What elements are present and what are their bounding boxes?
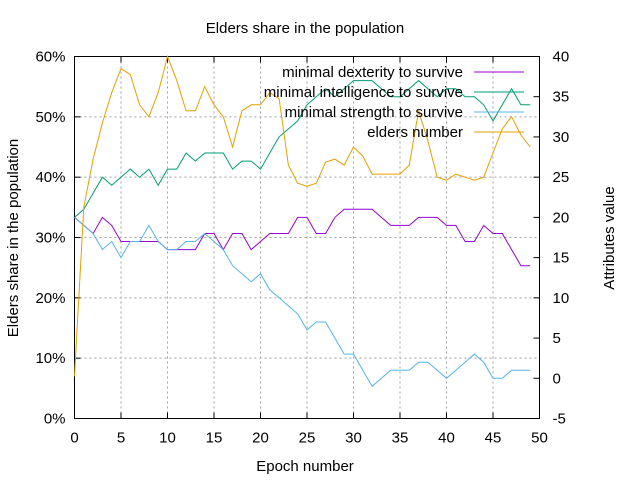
y-tick-label: 20% [35,290,65,307]
y-tick-label: 40% [35,169,65,186]
legend-label: minimal dexterity to survive [282,64,463,81]
x-tick-label: 15 [206,430,223,447]
chart-title: Elders share in the population [206,20,404,37]
y2-tick-label: 15 [553,250,570,267]
y2-tick-label: 10 [553,290,570,307]
series-line [74,79,531,218]
y2-tick-label: 30 [553,129,570,146]
y-tick-label: 10% [35,350,65,367]
y2-tick-label: 20 [553,209,570,226]
x-tick-label: 0 [70,430,78,447]
y2-tick-label: 0 [553,370,561,387]
legend: minimal dexterity to survive minimal inte… [264,64,524,141]
legend-label: minimal strength to survive [285,104,463,121]
y2-axis-label: Attributes value [601,186,618,289]
y-tick-label: 50% [35,109,65,126]
y-tick-label: 0% [44,411,66,428]
y2-tick-label: 5 [553,330,561,347]
x-tick-label: 45 [485,430,502,447]
y2-tick-label: 25 [553,169,570,186]
x-tick-label: 50 [531,430,548,447]
series-lines [74,54,531,388]
ticks: 0 5 10 15 20 25 30 35 40 45 500%10%20%30%40%50%60%… [35,49,569,447]
x-axis-label: Epoch number [256,458,354,475]
y-tick-label: 30% [35,230,65,247]
y-tick-label: 60% [35,49,65,66]
x-tick-label: 25 [299,430,316,447]
y2-tick-label: 35 [553,89,570,106]
series-line [74,217,531,388]
legend-label: elders number [367,124,463,141]
grid [74,56,540,419]
x-tick-label: 5 [117,430,125,447]
x-tick-label: 20 [252,430,269,447]
x-tick-label: 35 [392,430,409,447]
y-axis-label: Elders share in the population [5,139,22,337]
x-tick-label: 40 [438,430,455,447]
legend-label: minimal intelligence to survive [264,84,463,101]
series-line [74,54,531,377]
y2-tick-label: 40 [553,49,570,66]
series-line [74,208,531,267]
x-tick-label: 10 [159,430,176,447]
y2-tick-label: -5 [553,411,566,428]
x-tick-label: 30 [345,430,362,447]
